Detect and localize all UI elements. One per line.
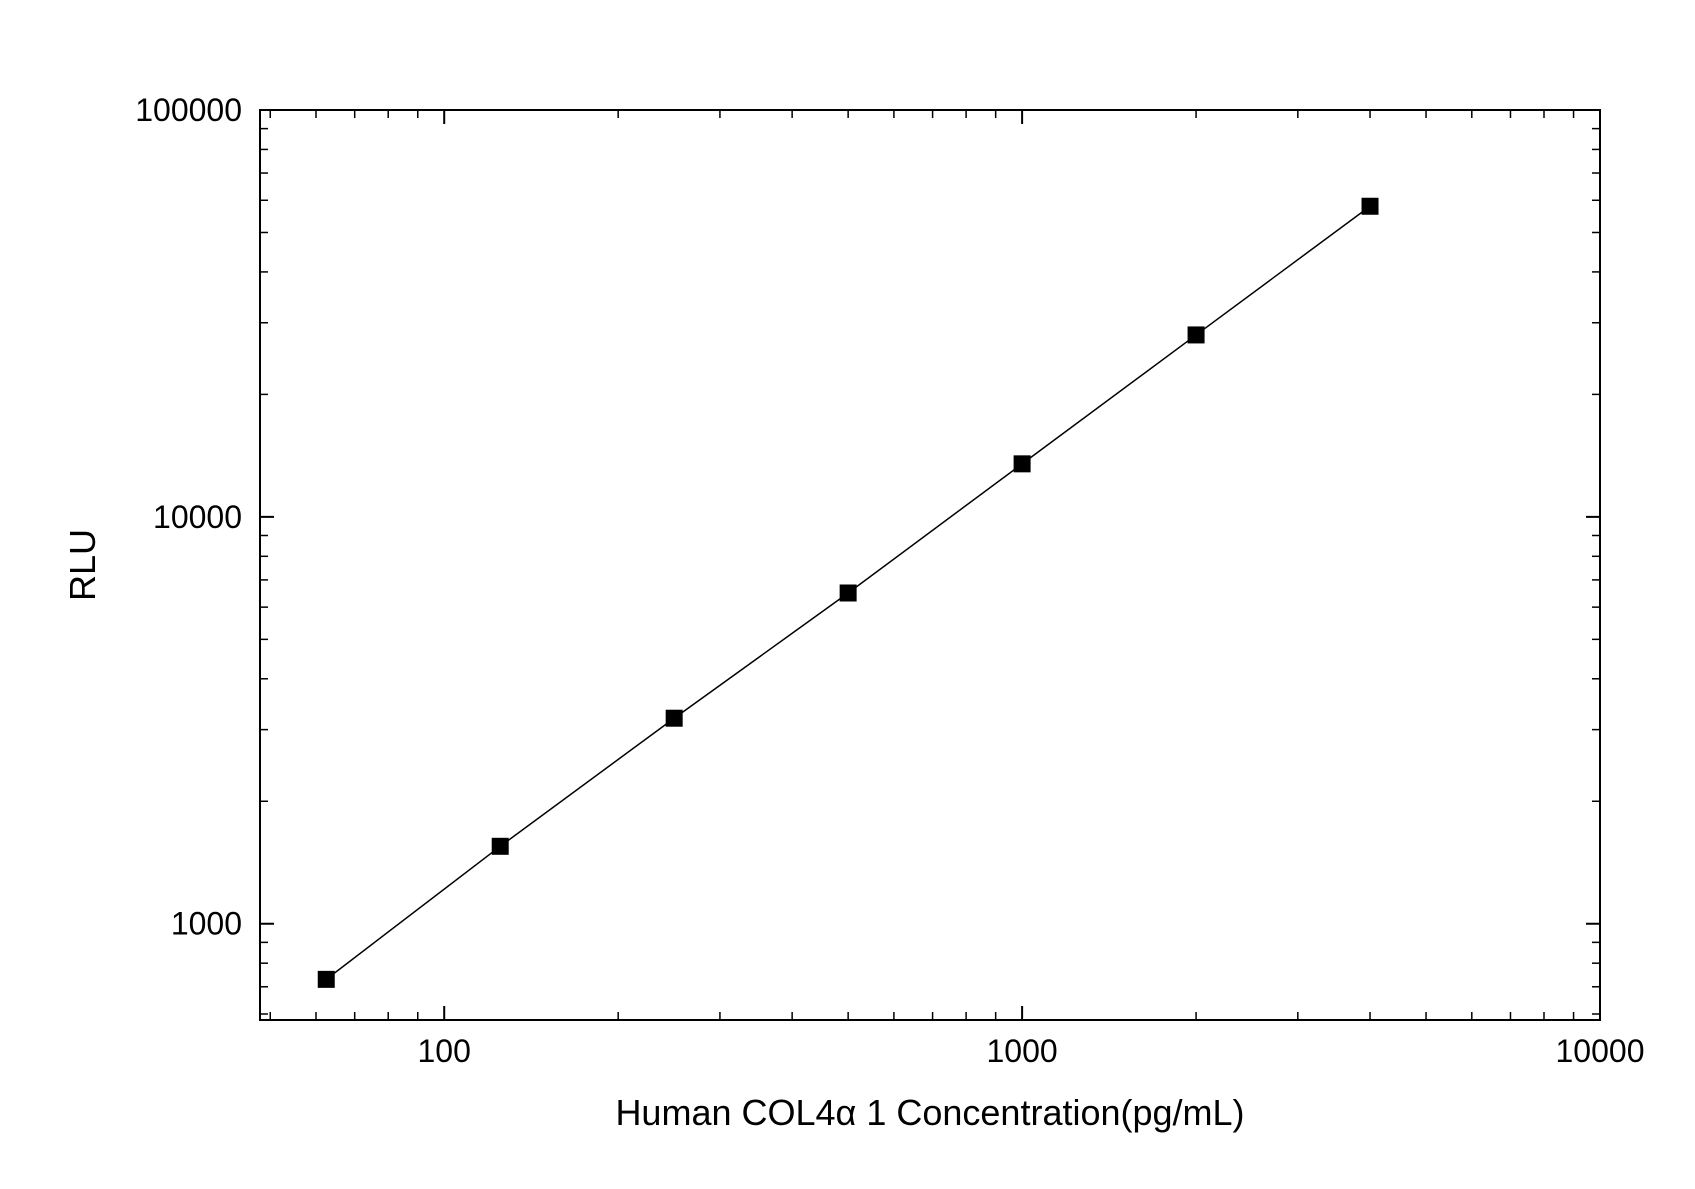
y-tick-label: 10000 — [153, 499, 242, 535]
data-marker — [1188, 327, 1204, 343]
y-axis-label: RLU — [62, 529, 103, 601]
x-tick-label: 1000 — [987, 1033, 1058, 1069]
chart-svg: 100 1000 10000 1000 10000 100000 Human COL4α 1… — [0, 0, 1695, 1189]
y-tick-label: 100000 — [135, 92, 242, 128]
chart-container: 100 1000 10000 1000 10000 100000 Human COL4α 1… — [0, 0, 1695, 1189]
data-marker — [1362, 198, 1378, 214]
data-marker — [666, 710, 682, 726]
x-tick-label: 100 — [418, 1033, 471, 1069]
data-marker — [492, 838, 508, 854]
data-marker — [318, 971, 334, 987]
x-tick-label: 10000 — [1556, 1033, 1645, 1069]
data-marker — [840, 585, 856, 601]
x-axis-label: Human COL4α 1 Concentration(pg/mL) — [615, 1092, 1244, 1133]
y-tick-label: 1000 — [171, 906, 242, 942]
data-marker — [1014, 456, 1030, 472]
